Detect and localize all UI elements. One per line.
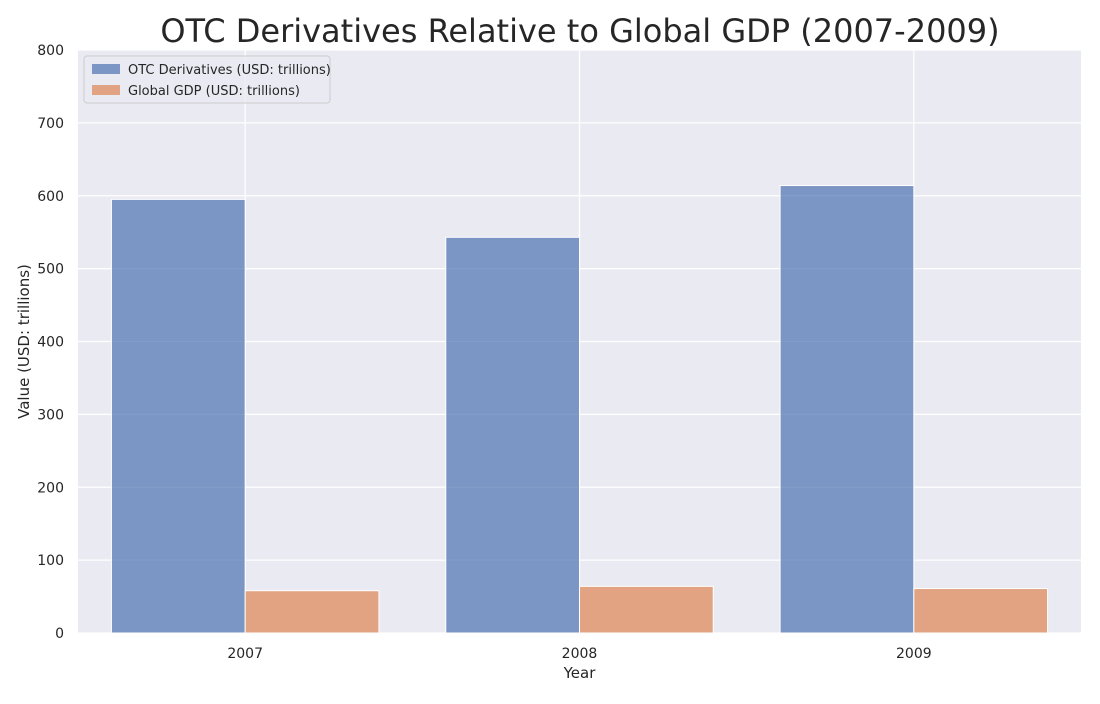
legend: OTC Derivatives (USD: trillions) Global G… xyxy=(83,55,331,104)
y-tick-label: 600 xyxy=(37,189,64,205)
y-axis-label: Value (USD: trillions) xyxy=(15,264,33,419)
bar-gdp-2007 xyxy=(244,590,380,634)
bars xyxy=(110,185,1049,634)
y-tick-label: 800 xyxy=(37,43,64,59)
y-tick-label: 500 xyxy=(37,262,64,278)
x-tick-label: 2009 xyxy=(896,646,932,662)
legend-box xyxy=(83,55,331,104)
legend-label: Global GDP (USD: trillions) xyxy=(128,84,300,99)
bar-gdp-2008 xyxy=(579,585,714,634)
legend-swatch xyxy=(92,85,120,95)
y-axis-ticks: 0 100 200 300 400 500 600 700 800 xyxy=(37,43,64,642)
bar-otc-2009 xyxy=(779,185,915,634)
bar-gdp-2009 xyxy=(913,588,1049,634)
y-tick-label: 200 xyxy=(37,480,64,496)
legend-swatch xyxy=(92,64,120,74)
x-tick-label: 2007 xyxy=(227,646,263,662)
x-tick-label: 2008 xyxy=(562,646,598,662)
chart-title: OTC Derivatives Relative to Global GDP (… xyxy=(160,12,999,50)
x-axis-label: Year xyxy=(563,664,597,682)
x-axis-ticks: 2007 2008 2009 xyxy=(227,646,931,662)
y-tick-label: 100 xyxy=(37,553,64,569)
y-tick-label: 700 xyxy=(37,116,64,132)
y-tick-label: 0 xyxy=(55,626,64,642)
bar-otc-2008 xyxy=(445,236,580,634)
y-tick-label: 300 xyxy=(37,407,64,423)
bar-otc-2007 xyxy=(110,198,246,634)
y-tick-label: 400 xyxy=(37,335,64,351)
legend-label: OTC Derivatives (USD: trillions) xyxy=(128,63,331,78)
